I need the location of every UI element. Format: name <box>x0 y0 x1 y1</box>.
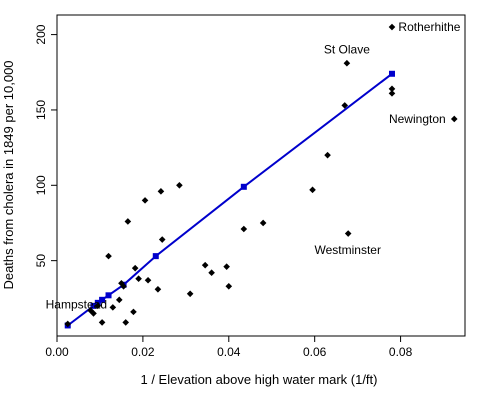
fit-line-series <box>64 70 395 329</box>
fit-point <box>99 296 106 303</box>
point-annotation: Newington <box>389 112 446 126</box>
data-point <box>120 282 127 290</box>
y-axis-label: Deaths from cholera in 1849 per 10,000 <box>1 60 16 289</box>
data-point <box>309 186 316 194</box>
y-tick-label: 150 <box>34 100 48 120</box>
y-axis: 50 100 150 200 <box>34 24 57 267</box>
fit-point <box>152 253 159 260</box>
fit-point <box>105 292 112 299</box>
data-point <box>64 320 72 328</box>
data-point <box>105 252 112 260</box>
fit-point <box>90 302 97 309</box>
data-point <box>388 90 396 97</box>
plot-frame <box>56 14 466 337</box>
data-point <box>240 225 248 233</box>
data-point <box>388 85 396 93</box>
x-tick-label: 0.00 <box>45 345 69 359</box>
data-point <box>388 23 396 31</box>
data-point <box>176 181 183 189</box>
data-point <box>259 219 267 227</box>
x-tick-label: 0.04 <box>217 345 241 359</box>
data-point <box>124 218 132 225</box>
data-point <box>141 197 149 204</box>
point-annotation: Hampstead <box>46 297 107 311</box>
y-tick-label: 200 <box>34 24 48 44</box>
data-point <box>208 269 215 277</box>
data-point <box>343 59 351 67</box>
data-point <box>223 263 230 270</box>
point-annotation: Rotherhithe <box>398 20 460 34</box>
data-point <box>186 290 194 298</box>
data-point <box>130 308 137 316</box>
x-tick-label: 0.02 <box>131 345 155 359</box>
data-point <box>94 302 102 310</box>
fit-point <box>388 70 395 77</box>
x-tick-label: 0.08 <box>389 345 413 359</box>
data-point <box>144 276 152 284</box>
data-point <box>344 230 352 237</box>
data-point <box>225 282 233 290</box>
data-point <box>131 264 139 272</box>
y-tick-label: 50 <box>34 254 48 268</box>
data-point <box>157 188 165 195</box>
annotations: Rotherhithe St Olave Newington Westminster H… <box>46 20 461 311</box>
scatter-points-series <box>64 23 458 328</box>
data-point <box>90 310 97 317</box>
data-point <box>341 102 349 109</box>
data-point <box>122 319 130 326</box>
point-annotation: Westminster <box>315 243 381 257</box>
data-point <box>450 115 458 123</box>
data-point <box>118 279 125 287</box>
x-tick-label: 0.06 <box>303 345 327 359</box>
data-point <box>109 304 117 311</box>
data-point <box>115 296 123 304</box>
x-axis: 0.00 0.02 0.04 0.06 0.08 <box>45 336 413 359</box>
x-axis-label: 1 / Elevation above high water mark (1/f… <box>140 372 377 387</box>
data-point <box>98 319 106 326</box>
data-point <box>324 151 331 159</box>
data-point <box>201 261 209 269</box>
fit-point <box>240 183 247 190</box>
point-annotation: St Olave <box>324 43 370 57</box>
data-point <box>154 285 162 293</box>
data-point <box>135 275 142 283</box>
y-tick-label: 100 <box>34 175 48 195</box>
data-point <box>158 236 166 243</box>
